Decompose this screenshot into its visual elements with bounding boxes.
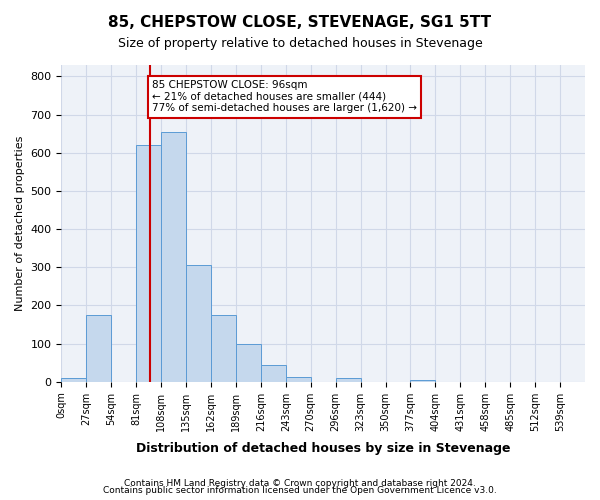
Bar bbox=[335, 378, 361, 382]
Bar bbox=[410, 380, 436, 382]
Bar bbox=[136, 145, 161, 382]
Text: 85 CHEPSTOW CLOSE: 96sqm
← 21% of detached houses are smaller (444)
77% of semi-: 85 CHEPSTOW CLOSE: 96sqm ← 21% of detach… bbox=[152, 80, 417, 114]
Bar bbox=[236, 344, 261, 382]
Text: Contains public sector information licensed under the Open Government Licence v3: Contains public sector information licen… bbox=[103, 486, 497, 495]
Bar bbox=[161, 132, 186, 382]
Bar bbox=[286, 377, 311, 382]
X-axis label: Distribution of detached houses by size in Stevenage: Distribution of detached houses by size … bbox=[136, 442, 511, 455]
Bar bbox=[61, 378, 86, 382]
Bar bbox=[86, 315, 111, 382]
Bar bbox=[186, 266, 211, 382]
Bar bbox=[261, 364, 286, 382]
Y-axis label: Number of detached properties: Number of detached properties bbox=[15, 136, 25, 311]
Text: 85, CHEPSTOW CLOSE, STEVENAGE, SG1 5TT: 85, CHEPSTOW CLOSE, STEVENAGE, SG1 5TT bbox=[109, 15, 491, 30]
Bar bbox=[211, 315, 236, 382]
Text: Size of property relative to detached houses in Stevenage: Size of property relative to detached ho… bbox=[118, 38, 482, 51]
Text: Contains HM Land Registry data © Crown copyright and database right 2024.: Contains HM Land Registry data © Crown c… bbox=[124, 478, 476, 488]
